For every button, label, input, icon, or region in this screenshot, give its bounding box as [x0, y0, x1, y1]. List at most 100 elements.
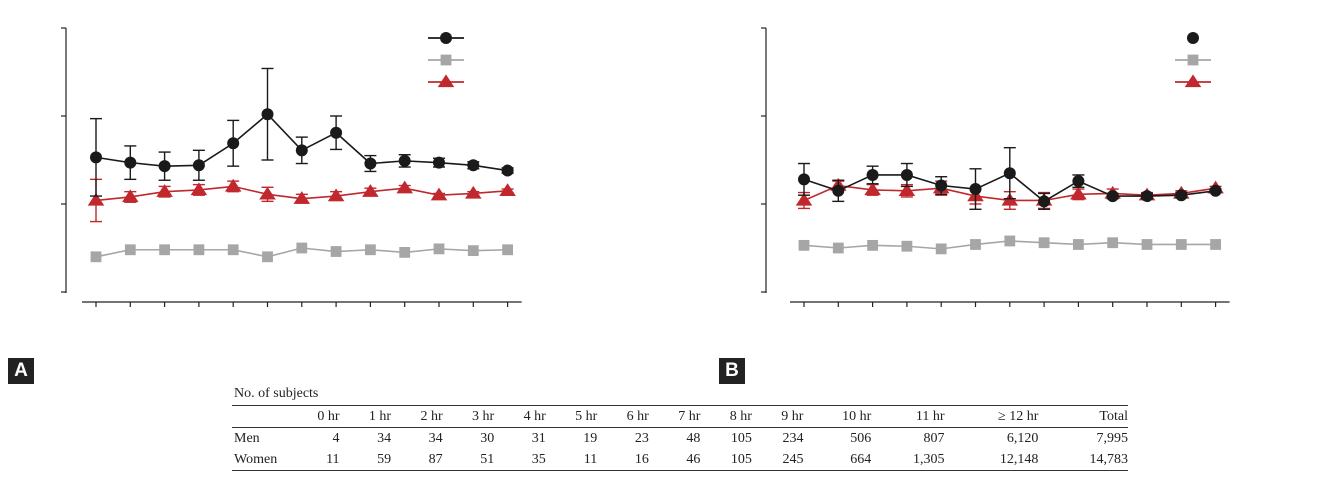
data-point: [867, 239, 878, 251]
data-point: [1038, 237, 1050, 249]
legend: [428, 32, 464, 88]
chart-women: [761, 27, 1230, 307]
data-point: [935, 179, 948, 192]
subjects-table-cell: 4: [332, 430, 340, 446]
data-point: [396, 180, 413, 194]
data-point: [1070, 186, 1087, 200]
subjects-table-column-header: 11 hr: [915, 408, 945, 424]
data-point: [798, 239, 810, 251]
panel-label-a: A: [8, 358, 34, 384]
subjects-table-cell: 105: [730, 451, 752, 467]
subjects-table-cell: 46: [686, 451, 701, 467]
data-point: [1107, 237, 1119, 249]
subjects-table-row-label: Men: [234, 430, 260, 446]
data-point: [124, 244, 136, 256]
subjects-table-row: Men 4 34 34 30 31 19 23 48 105 234 506 807 6,120 7,995: [232, 428, 1128, 450]
subjects-table-column-header: ≥ 12 hr: [998, 408, 1039, 424]
subjects-table-cell: 11: [326, 451, 340, 467]
data-point: [433, 156, 445, 169]
data-point: [901, 240, 913, 252]
data-point: [1141, 239, 1153, 250]
subjects-table-column-header: 9 hr: [781, 408, 804, 424]
subjects-table-cell: 12,148: [999, 451, 1039, 467]
subjects-table-cell: 34: [377, 430, 392, 446]
data-point: [90, 151, 102, 164]
subjects-table-cell: 23: [634, 430, 649, 446]
subjects-table-cell: 31: [531, 430, 546, 446]
data-point: [898, 183, 916, 196]
subjects-table-column-header: 6 hr: [626, 408, 649, 424]
data-point: [365, 244, 376, 256]
data-point: [501, 164, 514, 177]
subjects-table-cell: 1,305: [913, 451, 945, 467]
data-point: [193, 244, 205, 256]
data-point: [1106, 190, 1119, 203]
subjects-table-cell: 7,995: [1096, 430, 1129, 446]
data-point: [970, 239, 981, 250]
subjects-table-cell: 14,783: [1089, 451, 1129, 467]
subjects-table-column-header: 0 hr: [317, 408, 340, 424]
chart-men: [61, 27, 522, 307]
subjects-table-column-header: 8 hr: [729, 408, 752, 424]
data-point: [430, 187, 448, 201]
subjects-table-cell: 16: [634, 451, 649, 467]
data-point: [1175, 239, 1187, 250]
data-point: [1072, 175, 1085, 188]
subjects-table-corner: [232, 406, 288, 428]
data-point: [364, 157, 377, 170]
subjects-table-cell: 506: [850, 430, 872, 446]
data-point: [122, 189, 139, 203]
data-point: [159, 244, 170, 256]
legend-marker: [440, 32, 452, 44]
subjects-table-cell: 6,120: [1006, 430, 1039, 446]
data-point: [1210, 239, 1221, 250]
subjects-table-column-header: 2 hr: [420, 408, 443, 424]
subjects-table-cell: 87: [428, 451, 443, 467]
subjects-table-column-header: 7 hr: [678, 408, 701, 424]
subjects-table-cell: 30: [480, 430, 495, 446]
subjects-table-cell: 664: [850, 451, 872, 467]
subjects-table-caption: No. of subjects: [232, 386, 1128, 406]
legend-marker: [437, 74, 455, 88]
subjects-table-column-header: 4 hr: [523, 408, 546, 424]
data-point: [262, 251, 273, 263]
subjects-table-cell: 19: [583, 430, 598, 446]
data-point: [795, 192, 813, 206]
subjects-table-row: Women 11 59 87 51 35 11 16 46 105 245 664 1,305 12,14…: [232, 449, 1128, 471]
subjects-table-cell: 234: [782, 430, 804, 446]
data-point: [832, 184, 845, 197]
data-point: [499, 183, 516, 196]
subjects-table-cell: 35: [531, 451, 546, 467]
data-point: [293, 191, 311, 204]
legend-marker: [1187, 54, 1199, 66]
data-point: [433, 243, 445, 255]
data-point: [87, 192, 105, 206]
data-point: [502, 244, 513, 256]
data-point: [1073, 239, 1084, 250]
data-point: [192, 159, 205, 172]
series-triglyceride: [798, 146, 1222, 210]
data-point: [467, 159, 480, 172]
subjects-table-cell: 51: [480, 451, 495, 467]
data-point: [362, 184, 379, 197]
data-point: [1038, 195, 1051, 208]
data-point: [224, 178, 242, 192]
data-point: [330, 126, 343, 139]
subjects-table-cell: 34: [428, 430, 443, 446]
legend: [1175, 32, 1211, 88]
subjects-table-cell: 48: [686, 430, 701, 446]
data-point: [295, 144, 308, 157]
data-point: [1003, 167, 1016, 180]
legend-marker: [440, 54, 452, 66]
data-point: [1004, 235, 1016, 247]
data-point: [1141, 190, 1153, 203]
subjects-table-column-header: 3 hr: [472, 408, 495, 424]
subjects-table-cell: 105: [730, 430, 752, 446]
panel-label-b: B: [719, 358, 745, 384]
data-point: [467, 245, 479, 257]
data-point: [399, 247, 411, 258]
data-point: [465, 185, 482, 199]
data-point: [866, 168, 879, 181]
data-point: [864, 182, 881, 196]
data-point: [90, 251, 102, 263]
